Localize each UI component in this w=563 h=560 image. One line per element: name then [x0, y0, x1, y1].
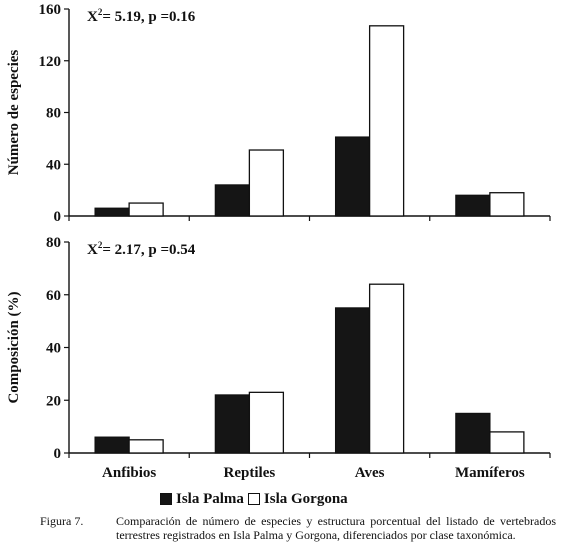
- panel1-y-tick-label: 40: [46, 157, 61, 173]
- figure-7-charts: 0 40 80 120 160 Número de especies X2= 5.19, p…: [6, 2, 551, 481]
- x-category-label: Mamíferos: [455, 465, 525, 481]
- legend-swatch-isla-palma: [160, 493, 172, 505]
- x-category-label: Reptiles: [224, 465, 276, 481]
- panel2-bar-isla-gorgona: [248, 391, 285, 454]
- panel2-y-tick-label: 40: [46, 341, 61, 357]
- caption-label: Figura 7.: [40, 514, 84, 528]
- panel2-y-tick-label: 0: [54, 446, 62, 462]
- panel2-y-tick-label: 80: [46, 235, 61, 251]
- panel1-bar-isla-gorgona: [489, 192, 525, 217]
- panel1-bar-isla-palma: [214, 184, 251, 217]
- panel2-bar-isla-palma: [455, 412, 491, 454]
- panel1-bar-isla-palma: [94, 207, 130, 217]
- panel2-bar-isla-gorgona: [489, 431, 525, 454]
- panel2-y-tick-label: 20: [46, 393, 61, 409]
- panel1-bar-isla-gorgona: [128, 202, 164, 217]
- panel2-y-tick-label: 60: [46, 288, 61, 304]
- panel1-y-tick-label: 0: [54, 209, 62, 225]
- panel1-bar-isla-palma: [334, 136, 371, 217]
- legend-label-isla-palma: Isla Palma: [176, 490, 244, 507]
- panel1-bar-isla-gorgona: [248, 149, 285, 217]
- x-category-label: Anfibios: [102, 465, 156, 481]
- legend-swatch-isla-gorgona: [247, 493, 260, 505]
- panel1-chi-square-annotation: X2= 5.19, p =0.16: [87, 7, 196, 25]
- panel1-bar-isla-gorgona: [368, 25, 405, 217]
- panel1-y-tick-label: 120: [39, 54, 62, 70]
- panel2-bar-isla-palma: [334, 307, 371, 454]
- panel1-y-tick-label: 160: [39, 2, 62, 18]
- chart-legend: Isla Palma Isla Gorgona: [160, 488, 348, 510]
- panel2-y-axis-label: Composición (%): [6, 291, 22, 403]
- panel2-bar-isla-gorgona: [368, 283, 405, 454]
- x-category-label: Aves: [355, 465, 385, 481]
- panel1-y-tick-label: 80: [46, 106, 61, 122]
- caption-text: Comparación de número de especies y estr…: [116, 514, 556, 542]
- panel1-y-axis-label: Número de especies: [6, 50, 22, 176]
- panel2-bar-isla-palma: [94, 436, 130, 454]
- panel2-chi-square-annotation: X2= 2.17, p =0.54: [87, 240, 196, 258]
- panel1-bar-isla-palma: [455, 194, 491, 217]
- panel2-bar-isla-palma: [214, 394, 251, 454]
- panel2-bar-isla-gorgona: [128, 439, 164, 454]
- legend-label-isla-gorgona: Isla Gorgona: [263, 490, 348, 507]
